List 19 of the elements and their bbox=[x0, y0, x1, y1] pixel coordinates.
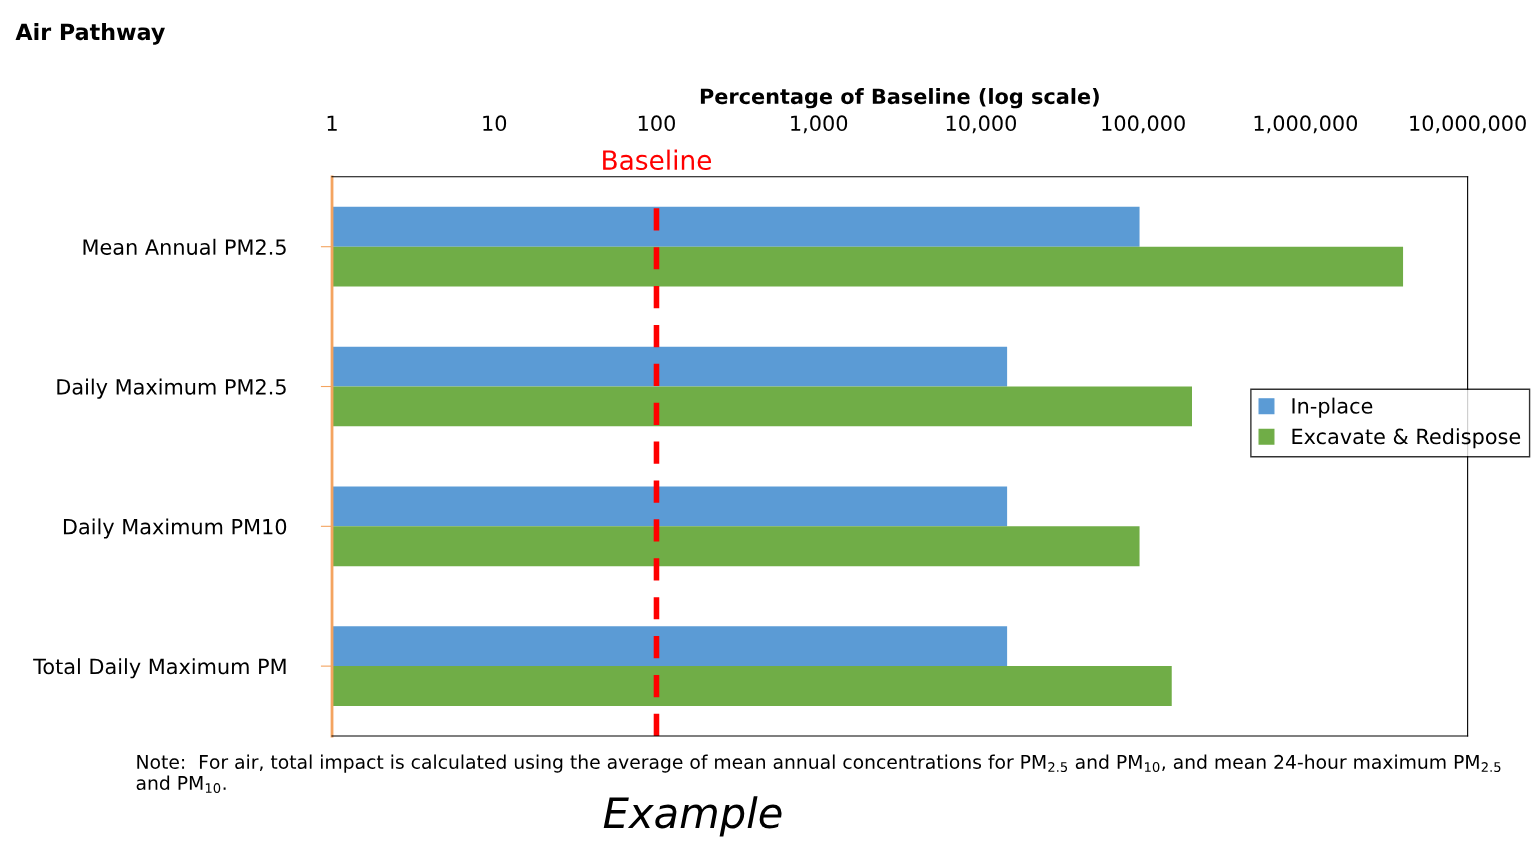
x-tick-label: 10,000,000 bbox=[1410, 115, 1526, 134]
y-tick-label: Daily Maximum PM2.5 bbox=[57, 378, 286, 399]
x-tick-label: 100,000 bbox=[1102, 115, 1185, 134]
y-tick-label: Total Daily Maximum PM bbox=[33, 658, 286, 679]
legend-label: In-place bbox=[1292, 397, 1373, 418]
x-tick-label: 1 bbox=[327, 115, 337, 131]
x-tick-label: 1,000 bbox=[791, 115, 848, 134]
y-tick-label: Daily Maximum PM10 bbox=[63, 518, 287, 539]
x-axis-title: Percentage of Baseline (log scale) bbox=[700, 88, 1099, 109]
x-tick-label: 100 bbox=[638, 115, 675, 132]
legend-label: Excavate & Redispose bbox=[1292, 428, 1521, 449]
text: Air Pathway bbox=[15, 23, 165, 45]
ref-line-label: Baseline bbox=[603, 149, 712, 171]
y-tick-label: Mean Annual PM2.5 bbox=[83, 238, 286, 255]
x-tick-label: 1,000,000 bbox=[1254, 115, 1358, 134]
text: Note: For air, total impact is calculated using the average of mean annual concentrations for PM$_{2.5}$ and PM$_{10}$, and mean 24-hour maximum PM$_{2.5}$ and PM$_{10}$. bbox=[136, 754, 1501, 794]
x-tick-label: 10,000 bbox=[946, 115, 1016, 134]
text: Example bbox=[603, 796, 782, 837]
x-tick-label: 10 bbox=[483, 115, 507, 132]
